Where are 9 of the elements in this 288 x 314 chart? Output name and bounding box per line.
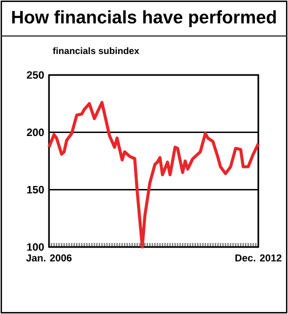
chart-title: How financials have performed [12,10,276,28]
x-tick-label: Dec. 2012 [235,254,282,262]
y-tick-label: 200 [26,128,44,136]
y-tick-label: 100 [27,243,44,251]
y-tick-label: 150 [27,186,44,194]
chart-subtitle: financials subindex [52,47,140,54]
y-tick-label: 250 [26,71,44,79]
line-series [47,100,260,249]
x-tick-label: Jan. 2006 [26,254,72,262]
